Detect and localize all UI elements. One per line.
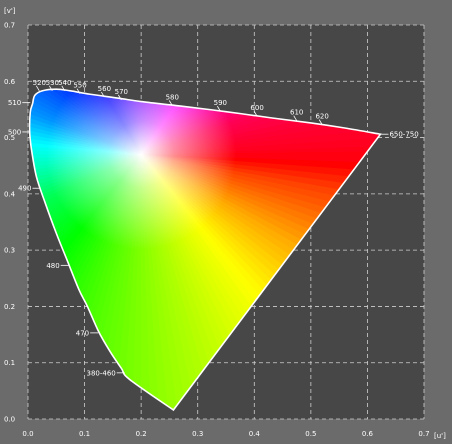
gamut-hue-sector (29, 89, 142, 155)
wavelength-tick (48, 85, 53, 92)
wavelength-label: 600 (250, 104, 263, 112)
gamut-hue-sector (29, 89, 142, 155)
wavelength-label: 560 (98, 85, 111, 93)
y-tick-label: 0.1 (4, 359, 15, 367)
wavelength-tick (318, 119, 323, 125)
wavelength-tick (35, 85, 40, 92)
y-tick-label: 0.6 (4, 78, 16, 86)
wavelength-label: 590 (214, 99, 227, 107)
wavelength-label: 620 (315, 113, 328, 121)
wavelength-tick (117, 94, 122, 101)
spectral-locus (28, 88, 382, 412)
gamut-hue-sector (29, 154, 142, 410)
wavelength-labels: 380-460 470 480 490 500 510 520 530 540 550 560 570… (8, 79, 419, 377)
gamut-hue-sector (29, 154, 142, 410)
gamut-hue-sector (29, 154, 142, 410)
gamut-hue-sector (29, 154, 142, 395)
y-tick-label: 0.7 (4, 22, 15, 30)
gamut-hue-sector (29, 154, 142, 410)
gamut-hue-sector (29, 89, 142, 155)
wavelength-label: 470 (76, 329, 89, 337)
y-axis-label: [v'] (4, 7, 16, 15)
gamut-hue-sector (29, 89, 142, 155)
gamut-hue-sector (141, 154, 381, 184)
y-tick-label: 0.3 (4, 247, 15, 255)
gamut-hue-sector (141, 148, 381, 170)
wavelength-ticks (22, 85, 389, 374)
gamut-hue-sector (29, 125, 142, 155)
gamut-hue-sector (29, 154, 142, 410)
wavelength-label: 380-460 (86, 369, 115, 377)
wavelength-label: 570 (115, 88, 128, 96)
y-tick-label: 0.2 (4, 303, 15, 311)
gamut-hue-sector (29, 89, 142, 155)
wavelength-label: 490 (18, 185, 31, 193)
wavelength-tick (253, 110, 258, 117)
x-tick-label: 0.6 (362, 430, 374, 438)
wavelength-label: 520 (33, 79, 46, 87)
y-tick-label: 0.0 (4, 416, 15, 424)
gamut-hue-sector (29, 154, 142, 410)
gamut-hue-sector (29, 89, 142, 155)
gamut-hue-sector (111, 154, 142, 410)
gamut-hue-sector (29, 154, 142, 410)
gamut-hue-sector (29, 154, 142, 410)
wavelength-tick (168, 100, 173, 106)
wavelength-tick (216, 105, 221, 112)
y-tick-label: 0.4 (4, 190, 16, 198)
y-tick-label: 0.5 (4, 134, 15, 142)
gamut-hue-sector (29, 89, 142, 155)
gamut-hue-sector (29, 154, 142, 410)
gamut-hue-sector (29, 89, 142, 155)
x-tick-label: 0.4 (249, 430, 261, 438)
wavelength-label: 650-750 (389, 131, 418, 139)
x-tick-label: 0.7 (418, 430, 429, 438)
wavelength-label: 580 (166, 93, 179, 101)
x-axis-label: [u'] (434, 432, 446, 440)
y-axis-ticks: 0.0 0.1 0.2 0.3 0.4 0.5 0.6 0.7 (4, 22, 16, 424)
wavelength-tick (293, 115, 298, 121)
x-tick-label: 0.2 (136, 430, 147, 438)
x-tick-label: 0.3 (192, 430, 203, 438)
wavelength-label: 510 (8, 99, 21, 107)
gamut-hue-sector (29, 154, 142, 410)
gamut-hue-sector (29, 89, 142, 155)
x-axis-ticks: 0.0 0.1 0.2 0.3 0.4 0.5 0.6 0.7 (22, 430, 429, 438)
wavelength-label: 550 (73, 82, 86, 90)
wavelength-tick (101, 91, 105, 98)
wavelength-label: 610 (290, 109, 303, 117)
wavelength-tick (76, 88, 81, 94)
gamut-hue-sector (29, 110, 142, 155)
wavelength-label: 500 (8, 128, 21, 136)
x-tick-label: 0.0 (22, 430, 33, 438)
wavelength-label: 480 (46, 262, 59, 270)
gamut-hue-sector (29, 96, 142, 155)
gamut-hue-sector (29, 89, 142, 155)
gamut-hue-sector (29, 89, 142, 155)
gamut-hue-sector (29, 89, 142, 155)
gamut-hue-sector (29, 89, 142, 155)
gamut-hue-sector (29, 154, 142, 407)
wavelength-label: 540 (58, 79, 71, 87)
wavelength-tick (61, 85, 66, 92)
gamut-hue-sector (29, 89, 142, 155)
x-tick-label: 0.1 (79, 430, 90, 438)
gamut-hue-sector (29, 154, 142, 410)
x-tick-label: 0.5 (305, 430, 316, 438)
wavelength-label: 530 (46, 79, 59, 87)
